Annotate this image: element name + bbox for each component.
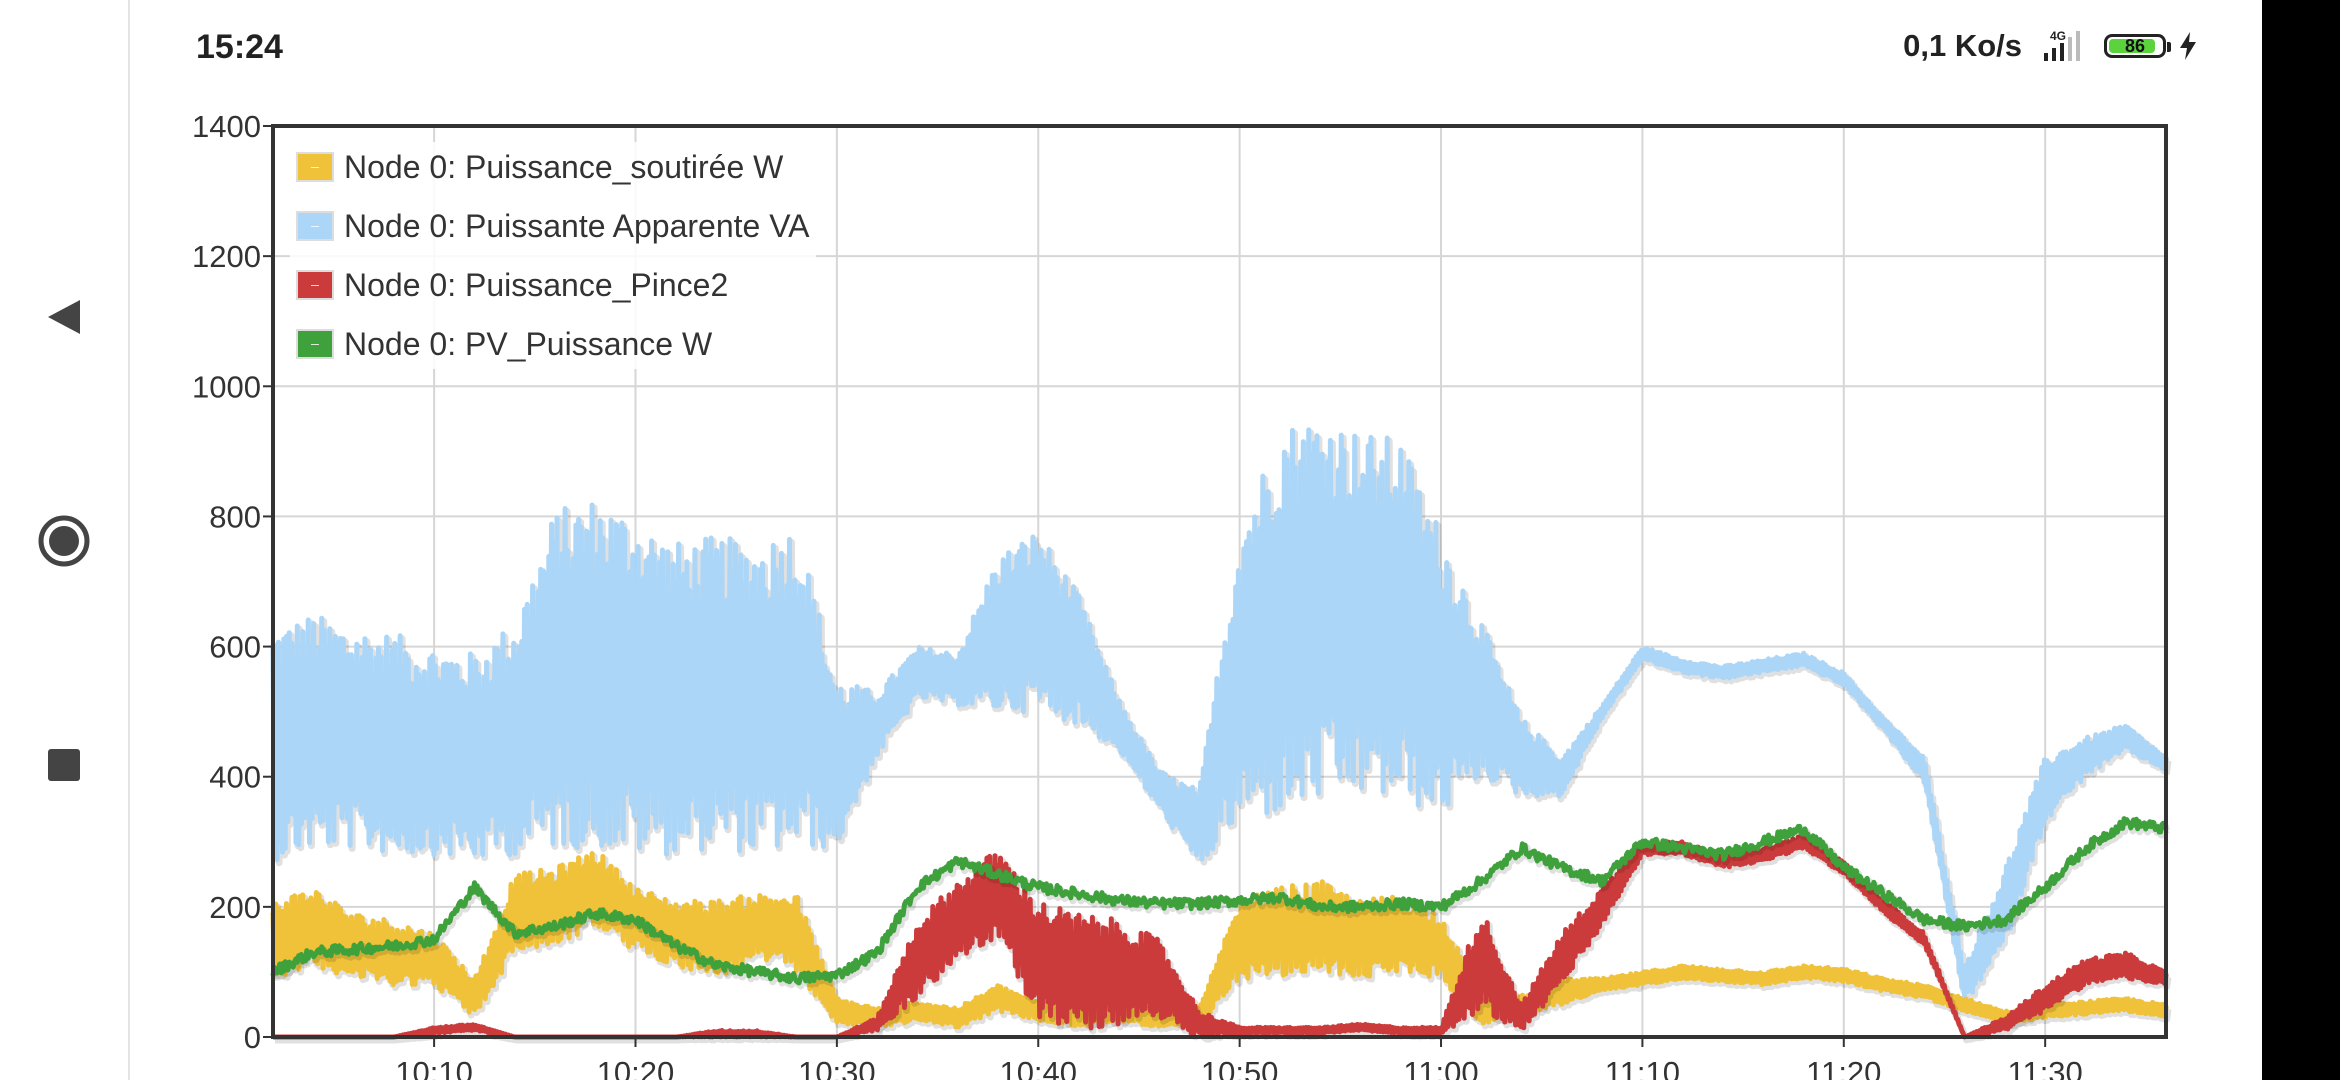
legend-item-soutiree[interactable]: Node 0: Puissance_soutirée W — [296, 146, 810, 188]
legend-item-apparente[interactable]: Node 0: Puissante Apparente VA — [296, 205, 810, 247]
legend-label: Node 0: Puissance_Pince2 — [344, 266, 729, 303]
y-tick-label: 800 — [209, 499, 261, 534]
charging-icon — [2180, 32, 2196, 60]
y-tick-label: 1200 — [192, 239, 261, 274]
chart-legend: Node 0: Puissance_soutirée W Node 0: Pui… — [290, 142, 816, 369]
series-line-soutiree — [270, 851, 2169, 1030]
data-rate: 0,1 Ko/s — [1903, 28, 2022, 63]
back-button[interactable] — [0, 296, 128, 338]
battery-level: 86 — [2124, 35, 2146, 56]
y-tick-label: 400 — [209, 760, 261, 795]
plot-frame — [271, 124, 2168, 1039]
x-tick-label: 10:50 — [1201, 1055, 1279, 1080]
y-tick-label: 600 — [209, 630, 261, 665]
screen-edge — [2262, 0, 2340, 1080]
legend-swatch — [296, 329, 334, 359]
legend-label: Node 0: Puissance_soutirée W — [344, 148, 784, 185]
status-bar: 15:24 0,1 Ko/s 4G 86 — [128, 0, 2262, 100]
clock: 15:24 — [196, 28, 283, 66]
y-tick-label: 1000 — [192, 369, 261, 404]
legend-label: Node 0: PV_Puissance W — [344, 325, 713, 362]
legend-item-pv[interactable]: Node 0: PV_Puissance W — [296, 323, 810, 365]
series-line-pv — [270, 816, 2168, 986]
x-tick-label: 11:30 — [2008, 1055, 2083, 1080]
recents-icon — [48, 749, 80, 781]
back-icon — [48, 300, 80, 334]
legend-label: Node 0: Puissante Apparente VA — [344, 207, 810, 244]
y-axis: 0 200 400 600 800 1000 1200 1400 — [192, 109, 273, 1055]
y-tick-label: 200 — [209, 890, 261, 925]
legend-swatch — [296, 211, 334, 241]
chart-series — [270, 427, 2172, 1044]
legend-swatch — [296, 152, 334, 182]
home-icon — [38, 515, 90, 567]
x-tick-label: 10:30 — [798, 1055, 876, 1080]
home-button[interactable] — [0, 514, 128, 568]
x-tick-label: 11:20 — [1806, 1055, 1881, 1080]
status-indicators: 0,1 Ko/s 4G 86 — [1903, 28, 2198, 64]
x-tick-label: 10:20 — [597, 1055, 675, 1080]
x-tick-label: 11:10 — [1605, 1055, 1680, 1080]
y-tick-label: 0 — [244, 1020, 261, 1055]
battery-icon: 86 — [2104, 34, 2171, 58]
x-tick-label: 10:40 — [999, 1055, 1077, 1080]
recents-button[interactable] — [0, 748, 128, 782]
legend-swatch — [296, 270, 334, 300]
legend-item-pince2[interactable]: Node 0: Puissance_Pince2 — [296, 264, 810, 306]
x-tick-label: 10:10 — [395, 1055, 473, 1080]
x-tick-label: 11:00 — [1403, 1055, 1478, 1080]
y-tick-label: 1400 — [192, 109, 261, 144]
signal-icon: 4G — [2044, 29, 2080, 61]
network-label: 4G — [2050, 29, 2066, 43]
navigation-bar — [0, 0, 130, 1080]
x-axis: 10:10 10:20 10:30 10:40 10:50 11:00 11:10 11:20… — [395, 1037, 2083, 1080]
series-line-apparente — [270, 427, 2169, 998]
